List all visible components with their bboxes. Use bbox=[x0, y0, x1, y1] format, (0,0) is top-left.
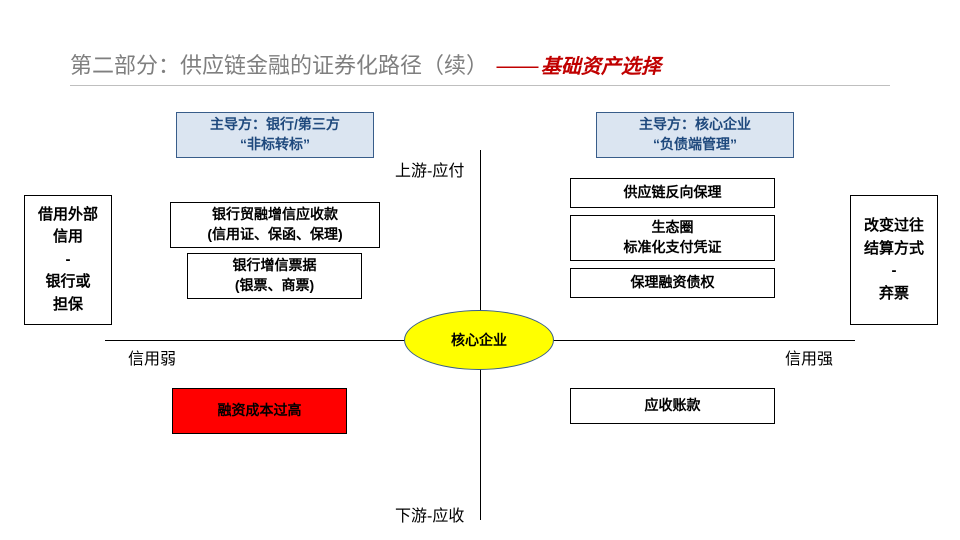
box-q1-factoring-claim: 保理融资债权 bbox=[570, 268, 775, 298]
side-right-line2: 结算方式 bbox=[864, 238, 924, 261]
title-underline bbox=[70, 85, 890, 86]
blue-left-line2: “非标转标” bbox=[240, 135, 310, 155]
side-right-line1: 改变过往 bbox=[864, 215, 924, 238]
axis-label-top: 上游-应付 bbox=[395, 157, 464, 181]
blue-left-line1: 主导方：银行/第三方 bbox=[210, 115, 340, 135]
center-core-enterprise: 核心企业 bbox=[404, 310, 554, 370]
q-tr-3-label: 保理融资债权 bbox=[631, 273, 715, 293]
slide-title: 第二部分：供应链金融的证券化路径（续） —— 基础资产选择 bbox=[70, 48, 890, 80]
q-br-label: 应收账款 bbox=[645, 396, 701, 416]
blue-right-line1: 主导方：核心企业 bbox=[639, 115, 751, 135]
blue-box-right: 主导方：核心企业 “负债端管理” bbox=[596, 112, 794, 158]
box-q2-bank-trade: 银行贸融增信应收款 (信用证、保函、保理) bbox=[170, 202, 380, 248]
side-right-line3: - bbox=[892, 260, 897, 283]
q-tl-2-line2: (银票、商票) bbox=[235, 276, 314, 296]
q-tl-1-line1: 银行贸融增信应收款 bbox=[212, 205, 338, 225]
blue-box-left: 主导方：银行/第三方 “非标转标” bbox=[176, 112, 374, 158]
q-bl-label: 融资成本过高 bbox=[218, 401, 302, 421]
title-dash: —— bbox=[496, 53, 536, 78]
q-tr-1-label: 供应链反向保理 bbox=[624, 183, 722, 203]
side-box-right: 改变过往 结算方式 - 弃票 bbox=[850, 195, 938, 325]
center-label: 核心企业 bbox=[451, 330, 507, 350]
box-q2-bank-bill: 银行增信票据 (银票、商票) bbox=[187, 253, 362, 299]
q-tl-1-line2: (信用证、保函、保理) bbox=[207, 225, 342, 245]
q-tr-2-line2: 标准化支付凭证 bbox=[624, 238, 722, 258]
side-left-line2: 信用 bbox=[53, 226, 83, 249]
box-q1-reverse-factoring: 供应链反向保理 bbox=[570, 178, 775, 208]
q-tl-2-line1: 银行增信票据 bbox=[233, 256, 317, 276]
box-q4-receivables: 应收账款 bbox=[570, 388, 775, 424]
blue-right-line2: “负债端管理” bbox=[653, 135, 737, 155]
side-right-line4: 弃票 bbox=[879, 283, 909, 306]
side-left-line3: - bbox=[66, 249, 71, 272]
q-tr-2-line1: 生态圈 bbox=[652, 218, 694, 238]
side-box-left: 借用外部 信用 - 银行或 担保 bbox=[24, 195, 112, 325]
title-subtitle: 基础资产选择 bbox=[541, 56, 661, 78]
box-q3-high-cost: 融资成本过高 bbox=[172, 388, 347, 434]
side-left-line4: 银行或 bbox=[45, 271, 90, 294]
box-q1-ecosystem-voucher: 生态圈 标准化支付凭证 bbox=[570, 215, 775, 261]
side-left-line5: 担保 bbox=[53, 294, 83, 317]
side-left-line1: 借用外部 bbox=[38, 204, 98, 227]
title-main: 第二部分：供应链金融的证券化路径（续） bbox=[70, 53, 488, 78]
axis-label-left: 信用弱 bbox=[128, 345, 176, 369]
axis-label-right: 信用强 bbox=[785, 345, 833, 369]
axis-label-bottom: 下游-应收 bbox=[395, 502, 464, 526]
slide: 第二部分：供应链金融的证券化路径（续） —— 基础资产选择 上游-应付 下游-应… bbox=[0, 0, 960, 540]
